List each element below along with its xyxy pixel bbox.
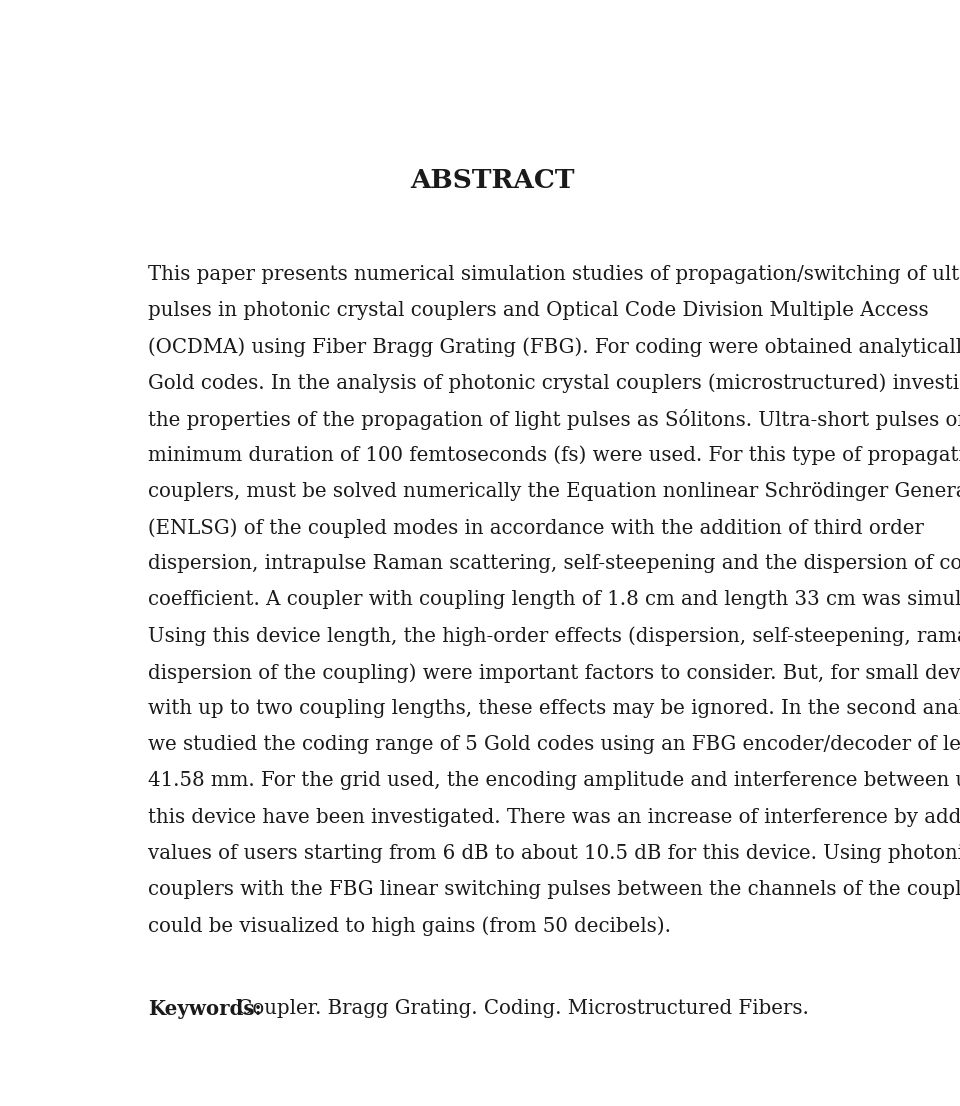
Text: we studied the coding range of 5 Gold codes using an FBG encoder/decoder of leng: we studied the coding range of 5 Gold co… (148, 735, 960, 754)
Text: couplers, must be solved numerically the Equation nonlinear Schrödinger Generali: couplers, must be solved numerically the… (148, 482, 960, 501)
Text: (ENLSG) of the coupled modes in accordance with the addition of third order: (ENLSG) of the coupled modes in accordan… (148, 518, 924, 538)
Text: couplers with the FBG linear switching pulses between the channels of the couple: couplers with the FBG linear switching p… (148, 880, 960, 899)
Text: coefficient. A coupler with coupling length of 1.8 cm and length 33 cm was simul: coefficient. A coupler with coupling len… (148, 591, 960, 609)
Text: ABSTRACT: ABSTRACT (410, 168, 574, 194)
Text: This paper presents numerical simulation studies of propagation/switching of ult: This paper presents numerical simulation… (148, 264, 960, 284)
Text: Using this device length, the high-order effects (dispersion, self-steepening, r: Using this device length, the high-order… (148, 627, 960, 646)
Text: the properties of the propagation of light pulses as Sólitons. Ultra-short pulse: the properties of the propagation of lig… (148, 409, 960, 430)
Text: minimum duration of 100 femtoseconds (fs) were used. For this type of propagatio: minimum duration of 100 femtoseconds (fs… (148, 446, 960, 466)
Text: Gold codes. In the analysis of photonic crystal couplers (microstructured) inves: Gold codes. In the analysis of photonic … (148, 374, 960, 393)
Text: 41.58 mm. For the grid used, the encoding amplitude and interference between use: 41.58 mm. For the grid used, the encodin… (148, 771, 960, 791)
Text: values of users starting from 6 dB to about 10.5 dB for this device. Using photo: values of users starting from 6 dB to ab… (148, 844, 960, 863)
Text: dispersion, intrapulse Raman scattering, self-steepening and the dispersion of c: dispersion, intrapulse Raman scattering,… (148, 554, 960, 573)
Text: could be visualized to high gains (from 50 decibels).: could be visualized to high gains (from … (148, 916, 671, 936)
Text: Keywords:: Keywords: (148, 999, 262, 1020)
Text: Coupler. Bragg Grating. Coding. Microstructured Fibers.: Coupler. Bragg Grating. Coding. Microstr… (230, 999, 808, 1019)
Text: (OCDMA) using Fiber Bragg Grating (FBG). For coding were obtained analytically: (OCDMA) using Fiber Bragg Grating (FBG).… (148, 337, 960, 357)
Text: pulses in photonic crystal couplers and Optical Code Division Multiple Access: pulses in photonic crystal couplers and … (148, 301, 929, 320)
Text: dispersion of the coupling) were important factors to consider. But, for small d: dispersion of the coupling) were importa… (148, 662, 960, 682)
Text: with up to two coupling lengths, these effects may be ignored. In the second ana: with up to two coupling lengths, these e… (148, 699, 960, 718)
Text: this device have been investigated. There was an increase of interference by add: this device have been investigated. Ther… (148, 807, 960, 826)
